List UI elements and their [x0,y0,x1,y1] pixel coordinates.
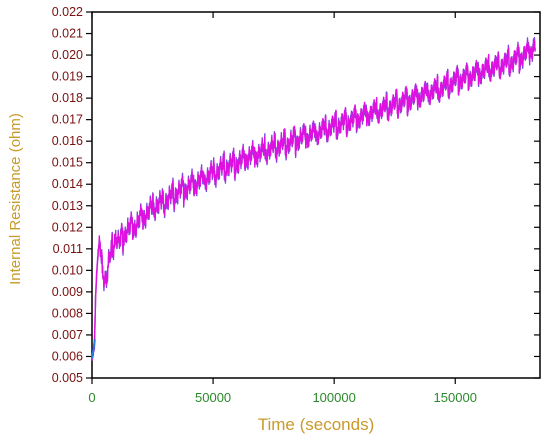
plot-frame [91,11,541,379]
y-tick-label: 0.013 [52,199,83,213]
x-tick-label: 0 [88,390,95,405]
series-layer [91,36,536,361]
y-tick-label: 0.011 [53,242,83,256]
x-tick-label: 100000 [312,390,355,405]
axes-layer [91,11,541,379]
y-tick-label: 0.008 [52,306,83,320]
y-tick-label: 0.006 [52,349,83,363]
y-tick-label: 0.022 [52,5,83,19]
y-tick-label: 0.014 [52,177,83,191]
series-start-segment [91,339,96,359]
y-tick-label: 0.016 [52,134,83,148]
y-tick-label: 0.010 [52,263,83,277]
y-tick-label: 0.020 [52,48,83,62]
y-tick-label: 0.005 [52,371,83,385]
x-axis-label: Time (seconds) [258,415,375,434]
y-tick-label: 0.015 [52,156,83,170]
x-tick-label: 150000 [434,390,477,405]
x-tick-label: 50000 [195,390,231,405]
y-tick-label: 0.018 [52,91,83,105]
y-tick-label: 0.009 [52,285,83,299]
y-tick-label: 0.017 [52,113,83,127]
y-axis-label: Internal Resistance (ohm) [7,113,24,285]
y-tick-label: 0.012 [52,220,83,234]
y-tick-label: 0.007 [52,328,83,342]
ticks-layer: 0.005 0.006 0.007 0.008 0.009 0.010 0.011 0.012… [52,5,540,405]
y-tick-label: 0.021 [52,27,83,41]
series-line [91,38,536,361]
y-tick-label: 0.019 [52,70,83,84]
